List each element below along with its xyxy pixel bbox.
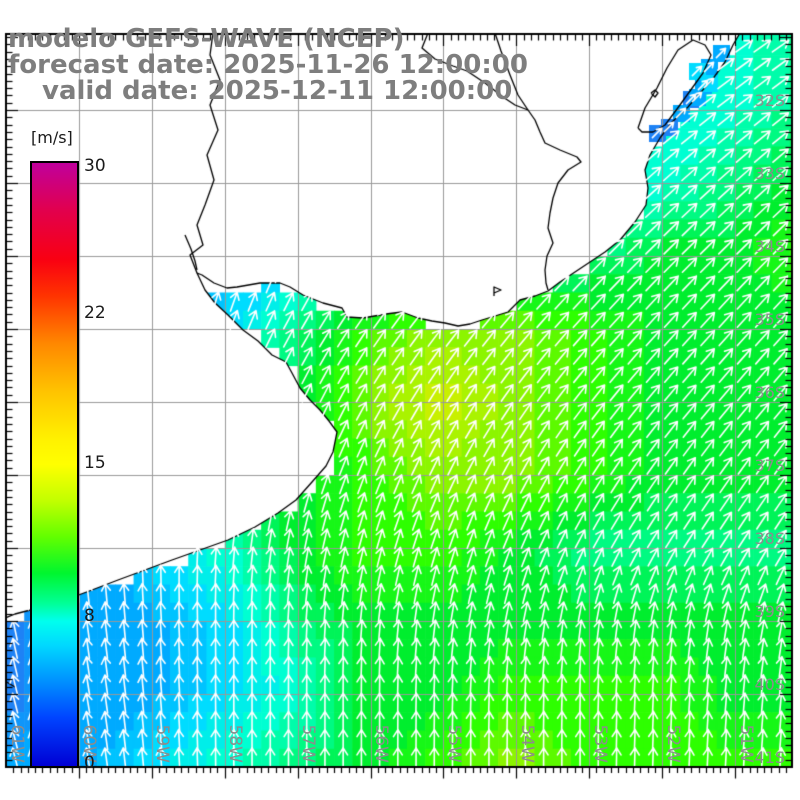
colorbar-tick-label: 30: [84, 156, 106, 176]
lat-axis-label: 41S: [754, 748, 785, 767]
lat-axis-label: 34S: [754, 237, 785, 256]
model-title: modelo GEFS-WAVE (NCEP): [8, 24, 405, 54]
lon-axis-label: 52W: [662, 724, 683, 763]
lat-axis-label: 39S: [754, 602, 785, 621]
title-block: modelo GEFS-WAVE (NCEP) forecast date: 2…: [8, 26, 528, 104]
lon-axis-label: 60W: [79, 724, 100, 763]
lat-axis-label: 36S: [754, 383, 785, 402]
colorbar-unit-label: [m/s]: [31, 128, 73, 147]
valid-date-line: valid date: 2025-12-11 12:00:00: [42, 76, 513, 106]
lon-axis-label: 56W: [371, 724, 391, 763]
colorbar: [30, 161, 79, 768]
lon-axis-label: 58W: [225, 724, 246, 763]
colorbar-tick-label: 22: [84, 303, 106, 323]
lat-axis-label: 38S: [754, 529, 785, 548]
colorbar-tick-label: 0: [84, 753, 95, 773]
lon-axis-label: 61W: [6, 724, 27, 763]
lat-axis-label: 33S: [754, 164, 785, 183]
forecast-date-line: forecast date: 2025-11-26 12:00:00: [8, 50, 528, 80]
lat-axis-label: 35S: [754, 310, 785, 329]
lat-axis-label: 37S: [754, 456, 785, 475]
lat-axis-label: 40S: [754, 675, 785, 694]
colorbar-tick-label: 15: [84, 453, 106, 473]
lat-axis-label: 32S: [754, 91, 785, 110]
lon-axis-label: 55W: [443, 724, 464, 763]
lon-axis-label: 53W: [589, 724, 610, 763]
colorbar-tick-label: 8: [84, 606, 95, 626]
lon-axis-label: 59W: [152, 724, 173, 763]
lon-axis-label: 54W: [516, 724, 537, 763]
lon-axis-label: 57W: [298, 724, 319, 763]
